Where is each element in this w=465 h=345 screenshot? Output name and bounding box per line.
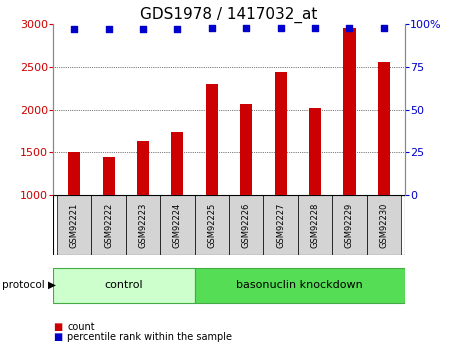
Text: GSM92226: GSM92226 [242, 203, 251, 248]
Point [70, 27, 78, 32]
Text: GSM92230: GSM92230 [379, 203, 388, 248]
FancyBboxPatch shape [194, 195, 229, 255]
Text: GSM92225: GSM92225 [207, 203, 216, 248]
Bar [309, 108, 321, 195]
Text: ■: ■ [53, 333, 63, 342]
FancyBboxPatch shape [57, 195, 91, 255]
Point [346, 25, 353, 30]
Text: GSM92224: GSM92224 [173, 203, 182, 248]
Point [208, 25, 215, 30]
Text: GSM92228: GSM92228 [311, 203, 319, 248]
Text: GSM92223: GSM92223 [139, 203, 147, 248]
FancyBboxPatch shape [264, 195, 298, 255]
Text: ■: ■ [53, 322, 63, 332]
FancyBboxPatch shape [160, 195, 194, 255]
Bar [68, 152, 80, 195]
FancyBboxPatch shape [91, 195, 126, 255]
Point [312, 25, 319, 30]
Text: GSM92229: GSM92229 [345, 203, 354, 248]
Bar [275, 72, 286, 195]
Bar [172, 132, 183, 195]
Bar [344, 28, 356, 195]
FancyBboxPatch shape [367, 195, 401, 255]
Point [139, 27, 146, 32]
Point [243, 25, 250, 30]
FancyBboxPatch shape [298, 195, 332, 255]
Bar [378, 62, 390, 195]
FancyBboxPatch shape [126, 195, 160, 255]
Bar [194, 268, 405, 303]
Text: GSM92227: GSM92227 [276, 203, 285, 248]
Point [173, 27, 181, 32]
Text: protocol ▶: protocol ▶ [2, 280, 56, 290]
Point [380, 25, 388, 30]
Text: percentile rank within the sample: percentile rank within the sample [67, 333, 232, 342]
FancyBboxPatch shape [332, 195, 367, 255]
Point [277, 25, 285, 30]
Text: count: count [67, 322, 95, 332]
Bar [206, 84, 218, 195]
Title: GDS1978 / 1417032_at: GDS1978 / 1417032_at [140, 7, 318, 23]
Bar [240, 104, 252, 195]
Bar [137, 141, 149, 195]
Text: GSM92222: GSM92222 [104, 203, 113, 248]
Text: GSM92221: GSM92221 [70, 203, 79, 248]
Bar [53, 268, 194, 303]
Text: basonuclin knockdown: basonuclin knockdown [236, 280, 363, 290]
FancyBboxPatch shape [229, 195, 264, 255]
Bar [102, 157, 114, 195]
Text: control: control [105, 280, 143, 290]
Point [105, 27, 112, 32]
